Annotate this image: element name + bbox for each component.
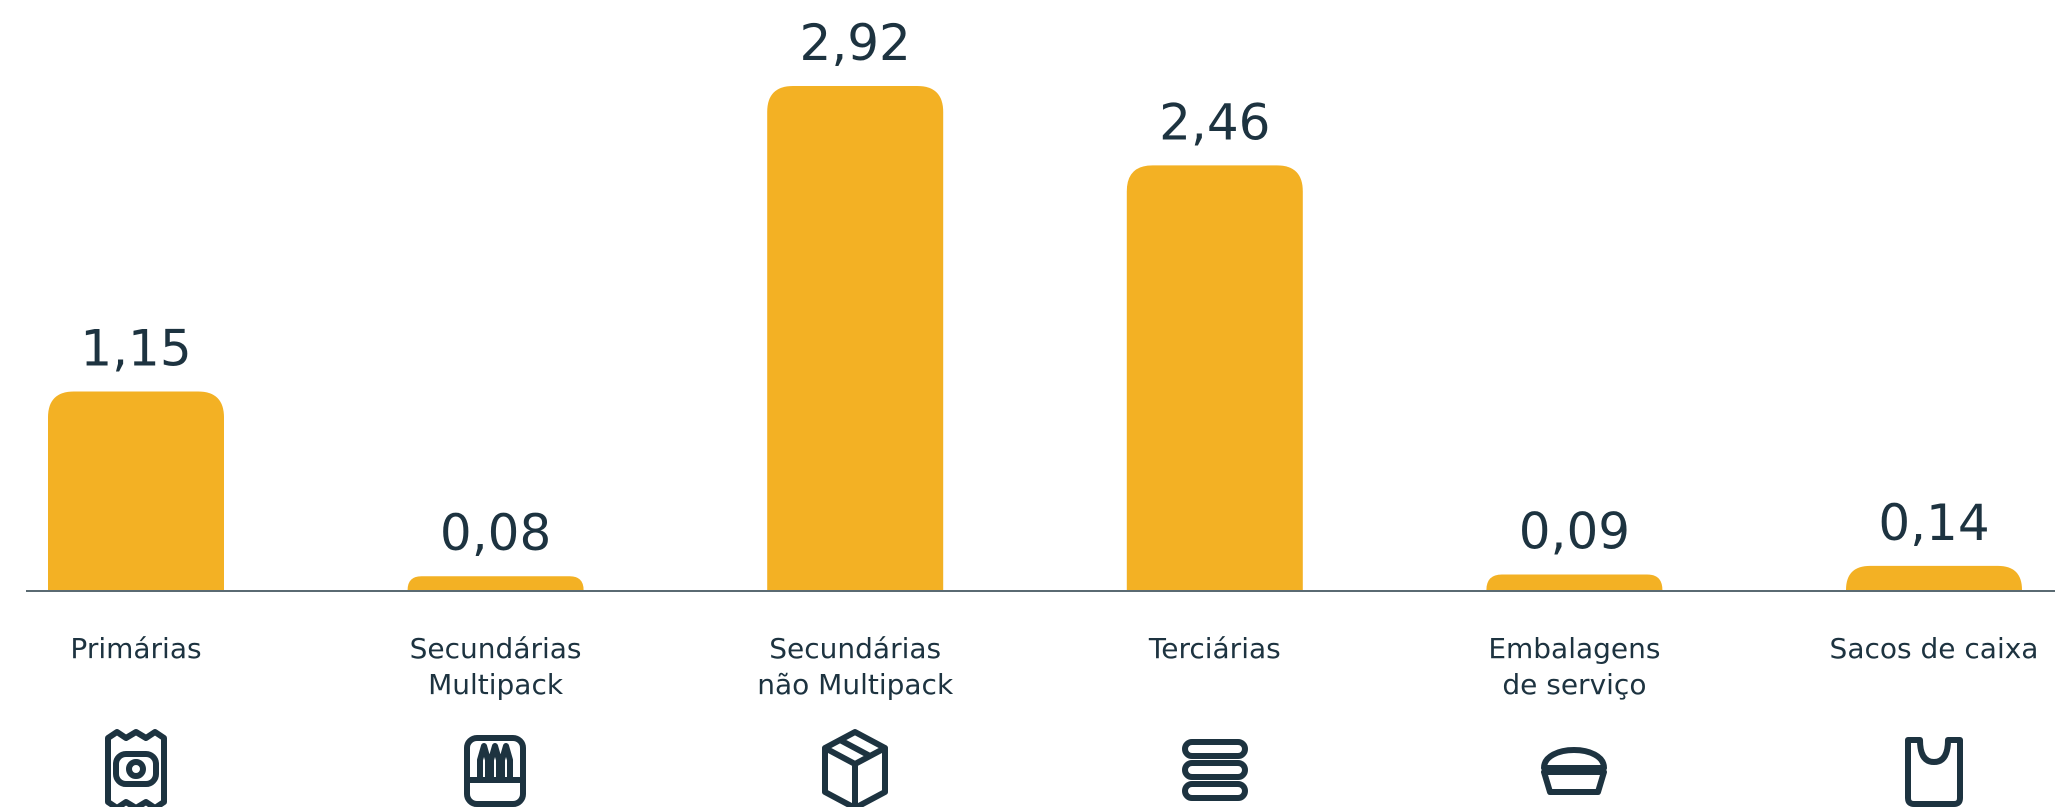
bar	[767, 86, 944, 590]
icons	[105, 729, 1963, 807]
icon-box	[822, 729, 888, 807]
value-label: 0,09	[1519, 502, 1630, 560]
icon-pallet	[1182, 739, 1248, 801]
x-tick-label: Secundárias	[410, 632, 582, 665]
bar	[48, 391, 224, 590]
value-label: 2,92	[800, 14, 911, 72]
icon-multipack	[464, 735, 526, 807]
icon-service	[1541, 747, 1607, 795]
bar	[1846, 565, 2022, 590]
x-tick-label: Sacos de caixa	[1830, 632, 2039, 665]
icon-primary	[105, 729, 167, 807]
value-label: 2,46	[1159, 93, 1270, 151]
value-label: 0,14	[1878, 494, 1989, 552]
value-label: 1,15	[80, 320, 191, 378]
bar	[1486, 574, 1663, 590]
x-tick-label: de serviço	[1502, 668, 1646, 701]
x-tick-label: Primárias	[70, 632, 201, 665]
x-tick-label: Multipack	[428, 668, 564, 701]
x-tick-label: não Multipack	[757, 668, 954, 701]
x-tick-label: Terciárias	[1148, 632, 1281, 665]
x-tick-label: Embalagens	[1488, 632, 1660, 665]
bar	[1126, 165, 1303, 590]
x-tick-label: Secundárias	[769, 632, 941, 665]
bar	[407, 576, 584, 590]
icon-bag	[1905, 737, 1963, 807]
value-label: 0,08	[440, 504, 551, 562]
